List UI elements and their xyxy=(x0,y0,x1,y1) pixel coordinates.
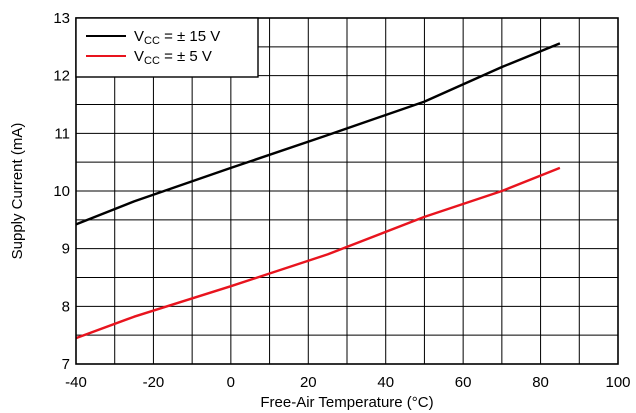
x-tick-label: -40 xyxy=(65,374,87,391)
x-tick-label: -20 xyxy=(143,374,165,391)
y-tick-labels: 7 8 9 10 11 12 13 xyxy=(53,10,70,373)
x-tick-label: 40 xyxy=(377,374,394,391)
y-tick-label: 12 xyxy=(53,68,70,85)
legend-label-vcc-15v: VCC = ± 15 V xyxy=(134,28,220,47)
legend-label-vcc-5v-sub: CC xyxy=(144,55,160,67)
x-tick-label: 0 xyxy=(227,374,235,391)
legend-label-vcc-5v-rest: = ± 5 V xyxy=(160,48,212,65)
series-line-vcc-15v xyxy=(75,42,561,226)
series-line-vcc-5v xyxy=(75,166,561,340)
y-tick-label: 13 xyxy=(53,10,70,27)
legend-label-vcc-15v-main: V xyxy=(134,28,144,45)
y-tick-label: 10 xyxy=(53,183,70,200)
legend-label-vcc-15v-sub: CC xyxy=(144,35,160,47)
grid xyxy=(76,18,618,364)
series-lines xyxy=(75,42,561,340)
y-tick-label: 9 xyxy=(62,241,70,258)
legend-label-vcc-15v-rest: = ± 15 V xyxy=(160,28,220,45)
x-tick-label: 60 xyxy=(455,374,472,391)
x-tick-label: 80 xyxy=(532,374,549,391)
y-tick-label: 11 xyxy=(54,125,70,142)
plot-frame xyxy=(75,17,619,365)
x-tick-labels: -40 -20 0 20 40 60 80 100 xyxy=(65,374,630,391)
legend-box xyxy=(75,17,259,78)
legend-label-vcc-5v: VCC = ± 5 V xyxy=(134,48,212,67)
legend: VCC = ± 15 V VCC = ± 5 V xyxy=(75,17,259,78)
x-tick-label: 100 xyxy=(605,374,630,391)
y-tick-label: 7 xyxy=(62,356,70,373)
y-axis-title: Supply Current (mA) xyxy=(9,123,26,260)
x-tick-label: 20 xyxy=(300,374,317,391)
x-axis-title: Free-Air Temperature (°C) xyxy=(260,394,433,411)
legend-label-vcc-5v-main: V xyxy=(134,48,144,65)
y-tick-label: 8 xyxy=(62,298,70,315)
